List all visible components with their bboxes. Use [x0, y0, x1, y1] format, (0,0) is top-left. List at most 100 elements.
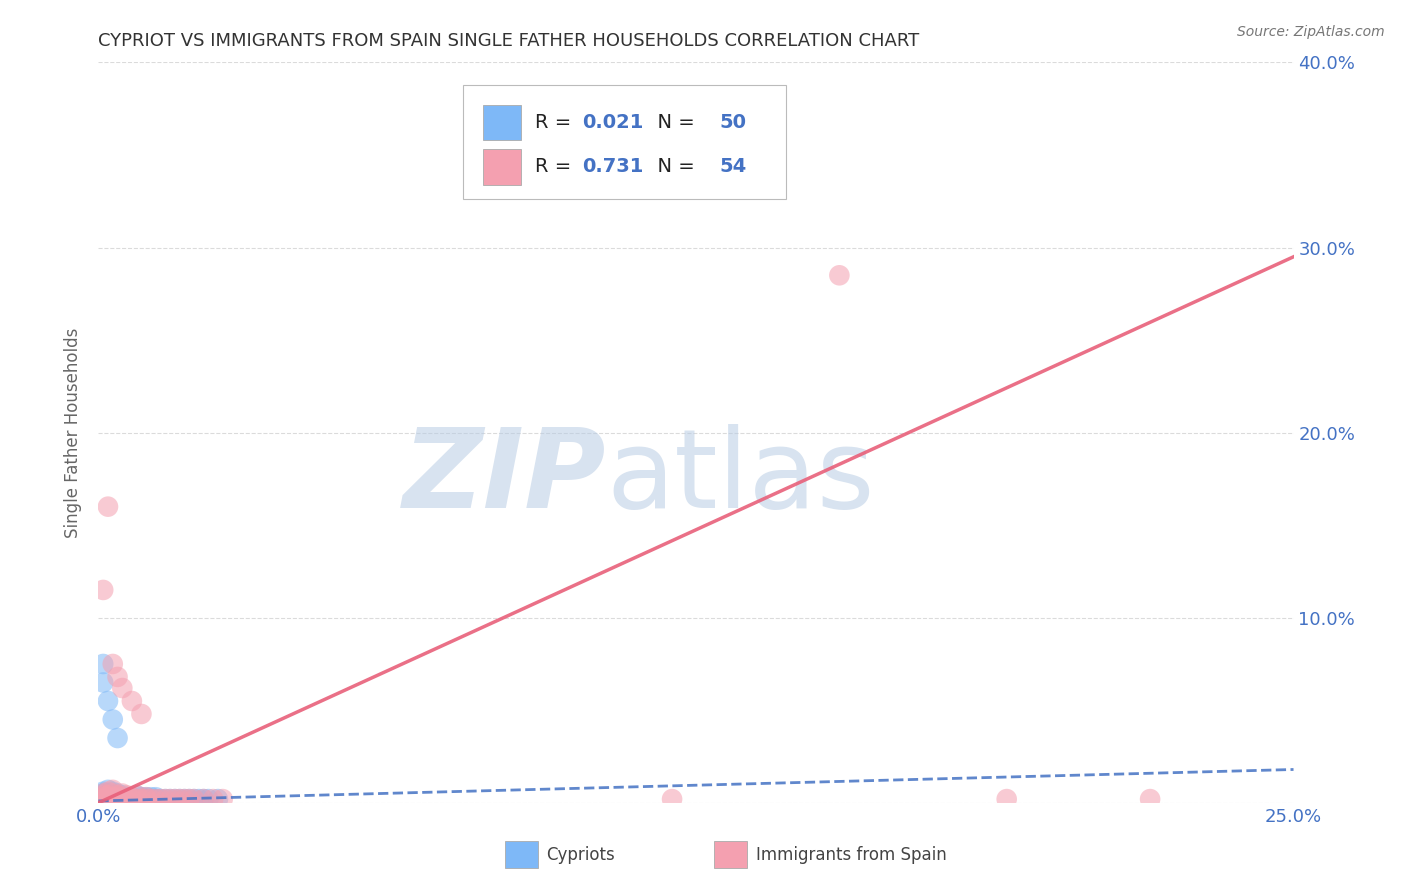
- Point: [179, 792, 201, 806]
- Point: [91, 790, 114, 805]
- Point: [173, 792, 195, 806]
- Point: [101, 792, 124, 806]
- Point: [121, 790, 143, 805]
- Point: [91, 790, 114, 805]
- FancyBboxPatch shape: [714, 841, 748, 868]
- Point: [107, 792, 129, 806]
- Point: [115, 792, 138, 806]
- Point: [828, 268, 851, 283]
- Point: [101, 713, 124, 727]
- Point: [97, 789, 120, 803]
- Text: R =: R =: [534, 157, 576, 177]
- Point: [101, 789, 124, 803]
- Point: [135, 792, 157, 806]
- Point: [187, 792, 209, 806]
- Point: [107, 787, 129, 801]
- Point: [145, 790, 167, 805]
- Text: atlas: atlas: [606, 424, 875, 531]
- Text: ZIP: ZIP: [404, 424, 606, 531]
- Point: [1139, 792, 1161, 806]
- Point: [97, 790, 120, 805]
- Point: [111, 681, 134, 695]
- Point: [131, 706, 153, 721]
- Point: [159, 792, 181, 806]
- Point: [131, 790, 153, 805]
- Point: [107, 792, 129, 806]
- Text: 50: 50: [720, 113, 747, 132]
- Point: [121, 694, 143, 708]
- Text: R =: R =: [534, 113, 576, 132]
- Point: [91, 792, 114, 806]
- Point: [91, 657, 114, 671]
- Point: [135, 792, 157, 806]
- Point: [159, 792, 181, 806]
- Point: [661, 792, 683, 806]
- Point: [107, 790, 129, 805]
- Text: Cypriots: Cypriots: [547, 846, 616, 863]
- Point: [97, 790, 120, 805]
- Point: [107, 731, 129, 745]
- Point: [97, 792, 120, 806]
- Point: [101, 790, 124, 805]
- Point: [135, 790, 157, 805]
- Point: [97, 792, 120, 806]
- Point: [202, 792, 225, 806]
- Point: [101, 792, 124, 806]
- Point: [125, 789, 148, 803]
- Point: [155, 792, 177, 806]
- Point: [111, 792, 134, 806]
- Text: 0.731: 0.731: [582, 157, 644, 177]
- Point: [91, 787, 114, 801]
- Point: [149, 792, 172, 806]
- Point: [135, 790, 157, 805]
- Point: [97, 787, 120, 801]
- Point: [125, 789, 148, 803]
- Y-axis label: Single Father Households: Single Father Households: [65, 327, 83, 538]
- Point: [97, 789, 120, 803]
- Point: [97, 792, 120, 806]
- Point: [115, 789, 138, 803]
- Point: [111, 792, 134, 806]
- Text: 0.021: 0.021: [582, 113, 644, 132]
- Point: [139, 792, 162, 806]
- Point: [193, 792, 215, 806]
- Point: [101, 657, 124, 671]
- Point: [111, 787, 134, 801]
- Point: [107, 792, 129, 806]
- Point: [163, 792, 186, 806]
- Point: [97, 782, 120, 797]
- Point: [101, 792, 124, 806]
- Point: [169, 792, 191, 806]
- Point: [91, 789, 114, 803]
- FancyBboxPatch shape: [505, 841, 538, 868]
- Text: N =: N =: [644, 113, 700, 132]
- Point: [139, 790, 162, 805]
- Point: [101, 782, 124, 797]
- Point: [91, 675, 114, 690]
- Text: 54: 54: [720, 157, 747, 177]
- FancyBboxPatch shape: [463, 85, 786, 200]
- Text: CYPRIOT VS IMMIGRANTS FROM SPAIN SINGLE FATHER HOUSEHOLDS CORRELATION CHART: CYPRIOT VS IMMIGRANTS FROM SPAIN SINGLE …: [98, 32, 920, 50]
- Point: [97, 694, 120, 708]
- Point: [125, 792, 148, 806]
- Point: [121, 792, 143, 806]
- Point: [145, 792, 167, 806]
- Point: [121, 792, 143, 806]
- Point: [179, 792, 201, 806]
- Point: [155, 792, 177, 806]
- Point: [211, 792, 233, 806]
- Point: [145, 792, 167, 806]
- Point: [91, 792, 114, 806]
- FancyBboxPatch shape: [484, 104, 522, 140]
- Point: [91, 785, 114, 799]
- Point: [183, 792, 205, 806]
- Point: [107, 790, 129, 805]
- Point: [131, 792, 153, 806]
- Point: [115, 790, 138, 805]
- Point: [91, 787, 114, 801]
- Point: [995, 792, 1018, 806]
- Point: [111, 790, 134, 805]
- Point: [111, 790, 134, 805]
- Point: [115, 792, 138, 806]
- Point: [97, 785, 120, 799]
